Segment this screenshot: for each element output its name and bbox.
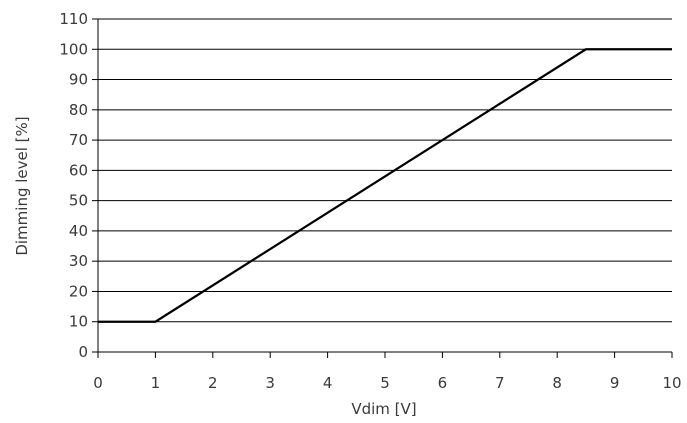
series-group: [98, 48, 672, 323]
y-tick-label-40: 40: [69, 222, 88, 240]
y-tick-label-10: 10: [69, 313, 88, 331]
y-tick-label-90: 90: [69, 71, 88, 89]
tick-labels: 0 10 20 30 40 50 60 70 80 90 100 110 0 1 2 3 4 5 6 7 8 9 10: [59, 10, 681, 392]
x-tick-label-8: 8: [552, 374, 562, 392]
x-tick-label-10: 10: [662, 374, 681, 392]
x-tick-label-3: 3: [265, 374, 275, 392]
x-tick-label-7: 7: [495, 374, 505, 392]
axes: [92, 18, 673, 358]
x-tick-label-5: 5: [380, 374, 390, 392]
y-tick-label-0: 0: [78, 343, 88, 361]
x-tick-label-0: 0: [93, 374, 103, 392]
x-tick-label-4: 4: [323, 374, 333, 392]
y-tick-label-100: 100: [59, 40, 88, 58]
y-tick-label-50: 50: [69, 192, 88, 210]
x-tick-label-9: 9: [610, 374, 620, 392]
grid: [98, 18, 672, 323]
y-tick-label-60: 60: [69, 161, 88, 179]
x-tick-label-1: 1: [151, 374, 161, 392]
y-tick-label-70: 70: [69, 131, 88, 149]
y-tick-label-20: 20: [69, 282, 88, 300]
x-axis-title: Vdim [V]: [351, 400, 416, 418]
y-axis-title: Dimming level [%]: [13, 116, 31, 255]
y-tick-label-30: 30: [69, 252, 88, 270]
y-tick-label-80: 80: [69, 101, 88, 119]
y-tick-label-110: 110: [59, 10, 88, 28]
x-tick-label-2: 2: [208, 374, 218, 392]
x-tick-label-6: 6: [438, 374, 448, 392]
series-line-0: [98, 48, 672, 323]
